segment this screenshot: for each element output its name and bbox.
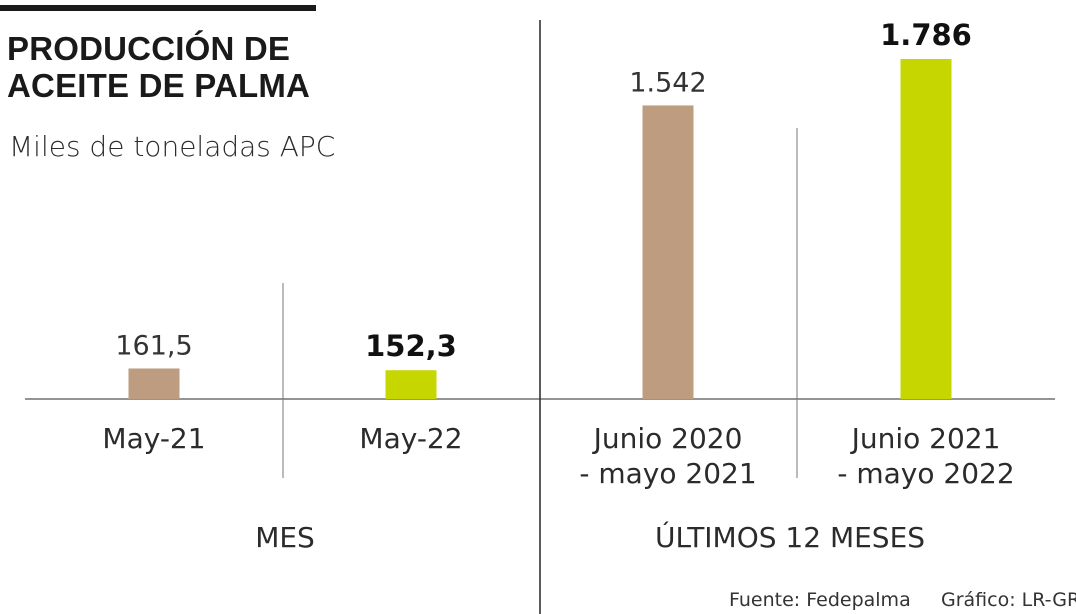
title-line-2: ACEITE DE PALMA (7, 67, 311, 104)
bar (642, 105, 694, 399)
chart-title: PRODUCCIÓN DE ACEITE DE PALMA (7, 30, 337, 104)
data-label: 152,3 (365, 329, 457, 363)
bar (385, 370, 437, 399)
tick-label: Junio 2020 (592, 422, 743, 455)
bar (128, 368, 180, 399)
top-rule (0, 5, 316, 11)
source-note: Fuente: Fedepalma (729, 589, 911, 611)
data-label: 161,5 (115, 330, 192, 361)
group-label: MES (255, 521, 315, 554)
bar (900, 59, 952, 399)
data-label: 1.786 (880, 18, 972, 52)
credit-note: Gráfico: LR-GR (941, 589, 1076, 611)
group-label: ÚLTIMOS 12 MESES (655, 520, 925, 554)
data-label: 1.542 (629, 67, 706, 98)
tick-label: May-22 (359, 422, 462, 455)
tick-label: - mayo 2021 (579, 457, 756, 490)
chart-subtitle: Miles de toneladas APC (9, 130, 336, 163)
tick-label: Junio 2021 (850, 422, 1001, 455)
tick-label: - mayo 2022 (837, 457, 1014, 490)
tick-label: May-21 (102, 422, 205, 455)
title-line-1: PRODUCCIÓN DE (7, 30, 291, 67)
